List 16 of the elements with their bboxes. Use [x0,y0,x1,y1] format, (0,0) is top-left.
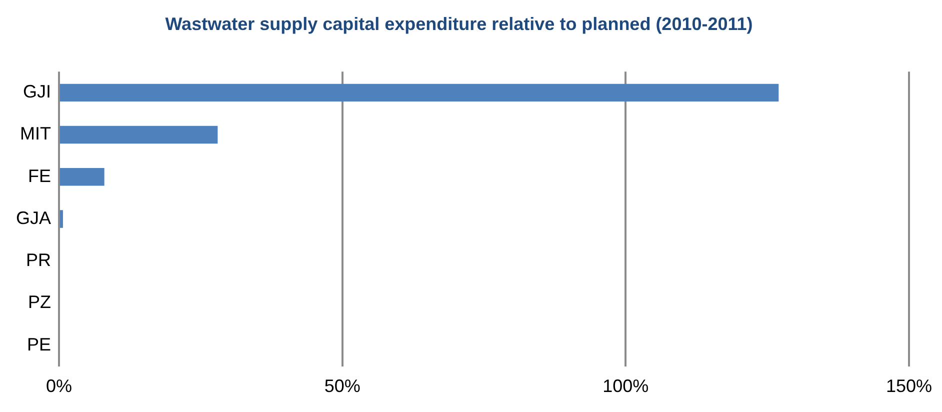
chart-title: Wastwater supply capital expenditure relative to planned (2010-2011) [165,14,753,34]
y-tick-label: GJI [22,82,52,102]
y-tick-label: MIT [20,124,52,144]
y-tick-label: PZ [28,292,52,312]
x-tick-label: 50% [324,376,360,396]
y-tick-label: PR [26,250,52,270]
y-tick-label: FE [28,166,52,186]
x-tick-label: 100% [602,376,649,396]
bar [60,126,218,144]
y-tick-label: PE [26,334,52,354]
y-tick-label: GJA [16,208,52,228]
bar [60,84,779,102]
bar [60,168,104,186]
bar [60,210,63,228]
x-tick-label: 150% [886,376,932,396]
x-tick-label: 0% [46,376,72,396]
